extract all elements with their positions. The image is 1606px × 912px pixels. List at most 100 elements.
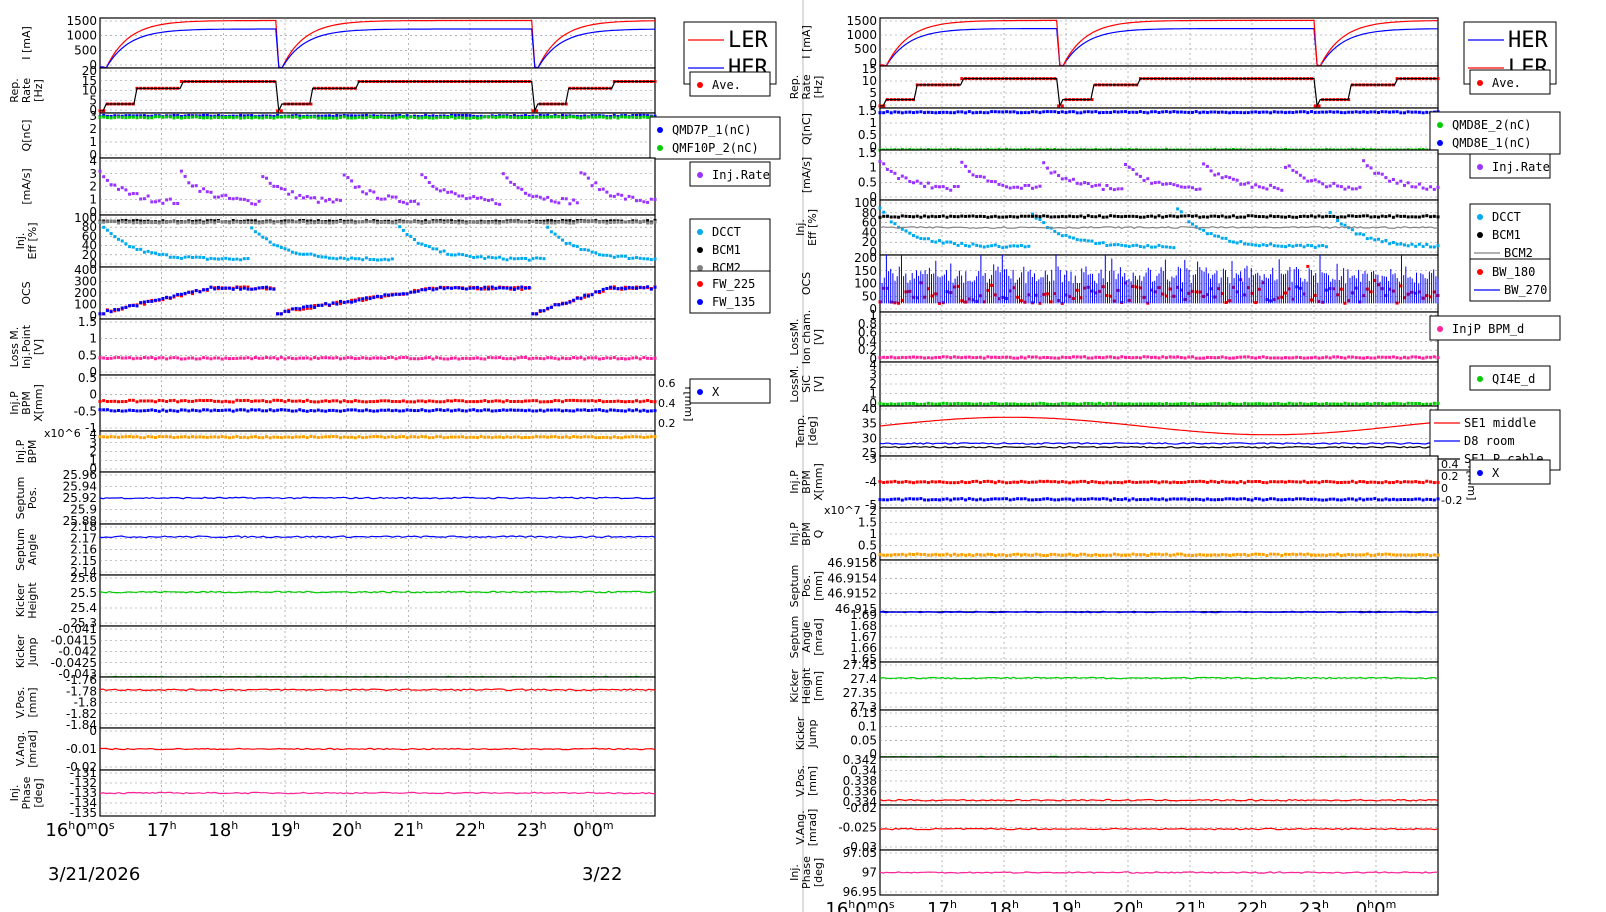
- series-qmf10p-2-nc--point: [216, 116, 220, 119]
- series-bcm1-point: [1399, 214, 1403, 218]
- series-bcm1-point: [1224, 215, 1228, 219]
- series-inj-rate-point: [594, 181, 598, 185]
- series-bcm1-point: [941, 214, 945, 218]
- series-dcct-point: [105, 228, 109, 232]
- y-axis-label: [mA/s]: [20, 168, 33, 204]
- series-bw-180-point: [952, 285, 956, 289]
- series-orange-point: [494, 435, 498, 439]
- series-dcct-point: [915, 235, 919, 239]
- series-bcm2-point: [191, 221, 194, 225]
- y-tick-label: 20: [862, 235, 877, 249]
- y-tick-label: 3: [869, 368, 877, 382]
- series-qmf10p-2-nc--point: [372, 116, 376, 120]
- series-bcm1-point: [1425, 214, 1429, 218]
- series-bcm2-point: [531, 220, 535, 224]
- series-orange-point: [1220, 553, 1224, 557]
- series-bcm2-point: [527, 221, 531, 224]
- series-orange-point: [1425, 553, 1429, 557]
- y-axis-label: [mm]: [812, 571, 825, 601]
- x-tick-label: 18h: [989, 898, 1019, 912]
- y-tick-label: -0.02: [66, 760, 97, 774]
- series-qmf10p-2-nc--point: [553, 115, 557, 119]
- series-fw-135-point: [516, 286, 520, 290]
- row-frame: [879, 611, 1439, 663]
- series-qi4e-d-point: [990, 401, 994, 405]
- series-bcm1-point: [1354, 215, 1358, 218]
- series-red-point: [1388, 481, 1392, 485]
- series-x-point: [1127, 498, 1131, 502]
- series-bcm1-point: [993, 214, 997, 218]
- series-orange-point: [583, 435, 587, 439]
- series-qmd8e-1-nc--point: [997, 110, 1001, 114]
- series-pink-point: [283, 357, 287, 361]
- y-tick-label: 1500: [846, 14, 877, 28]
- series-orange-point: [179, 435, 183, 439]
- series-x-point: [975, 498, 979, 502]
- series-fw-225-point: [361, 299, 365, 302]
- series-dcct-point: [1083, 238, 1087, 242]
- series-x-point: [1109, 498, 1113, 502]
- series-orange-point: [364, 435, 368, 439]
- legend-box: [1469, 258, 1551, 302]
- series-injp-bpm-d-point: [1098, 355, 1101, 359]
- series-bcm1-point: [934, 215, 938, 219]
- series-pink-point: [649, 357, 653, 360]
- series-fw-225-point: [305, 306, 309, 310]
- series-dcct-point: [387, 258, 391, 262]
- series-dcct-point: [298, 252, 302, 256]
- series-qmd8e-1-nc--point: [1328, 110, 1332, 114]
- series-pink-point: [575, 356, 579, 360]
- series-red-point: [1075, 480, 1079, 484]
- series-red-point: [590, 399, 594, 403]
- series-orange-point: [878, 552, 882, 556]
- series-pink-point: [623, 357, 627, 361]
- series-qmf10p-2-nc--point: [105, 116, 109, 120]
- series-x-point: [253, 408, 257, 412]
- series-fw-135-point: [605, 287, 609, 290]
- series-x-point: [1287, 497, 1291, 501]
- series-orange-point: [993, 554, 997, 557]
- series-x-point: [1012, 497, 1016, 501]
- series-injp-bpm-d-point: [1031, 355, 1034, 359]
- series-x-point: [1068, 497, 1072, 501]
- series-qmf10p-2-nc--point: [398, 115, 402, 119]
- series-inj-rate-point: [490, 198, 494, 202]
- series-pink-point: [309, 357, 313, 361]
- series-orange-point: [952, 552, 956, 556]
- series-bw-180-point: [1094, 291, 1098, 295]
- series-dcct-point: [265, 237, 268, 241]
- series-qmf10p-2-nc--point: [320, 116, 324, 120]
- series-bcm2-point: [646, 221, 650, 225]
- series-qi4e-d-point: [986, 402, 990, 406]
- series-qi4e-d-point: [919, 402, 923, 406]
- series-inj-rate-point: [342, 173, 346, 177]
- series-injp-bpm-d-point: [1071, 355, 1075, 359]
- series-x-point: [335, 409, 339, 413]
- series-orange-point: [1432, 553, 1436, 557]
- series-dcct-point: [912, 234, 915, 238]
- series-x-point: [298, 408, 302, 412]
- series-injp-bpm-d-point: [897, 356, 901, 360]
- y-tick-label: 0.8: [858, 317, 877, 331]
- series-injp-bpm-d-point: [1369, 356, 1373, 360]
- series-red-point: [986, 479, 990, 483]
- y-axis-label: [V]: [812, 329, 825, 345]
- series-qmf10p-2-nc--point: [557, 115, 561, 119]
- series-orange-point: [930, 553, 934, 557]
- series-x-point: [294, 409, 298, 413]
- series-dcct-point: [1094, 242, 1098, 245]
- y-axis-label: Rate: [800, 74, 813, 99]
- series-injp-bpm-d-point: [1235, 355, 1239, 359]
- series-bcm2-point: [209, 220, 213, 224]
- series-red-point: [1187, 480, 1191, 484]
- y-axis-label: BPM: [26, 440, 39, 464]
- series-bcm2-point: [464, 221, 468, 225]
- series-inj-rate-point: [1380, 172, 1384, 176]
- series-orange-point: [1254, 552, 1258, 556]
- series-pink-point: [150, 356, 154, 359]
- series-red-point: [435, 400, 439, 404]
- series-qmf10p-2-nc--point: [124, 116, 128, 120]
- series-red-point: [1217, 481, 1220, 484]
- series-inj-rate-point: [357, 185, 361, 189]
- series-inj-rate-point: [168, 197, 172, 201]
